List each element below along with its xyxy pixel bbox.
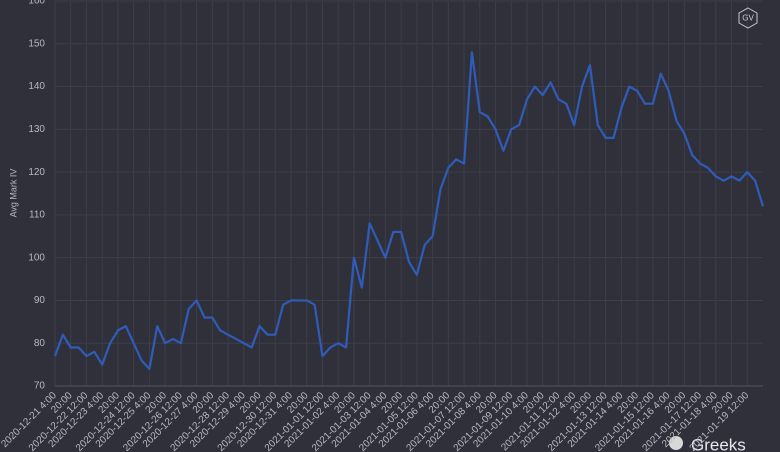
y-tick-label: 130 [28,124,45,135]
y-tick-label: 100 [28,252,45,263]
y-tick-label: 120 [28,167,45,178]
watermark: Greeks [691,435,746,452]
y-tick-label: 70 [34,381,46,392]
line-series [53,51,765,370]
y-tick-label: 140 [28,81,45,92]
y-tick-label: 150 [28,38,45,49]
y-tick-label: 90 [34,295,46,306]
y-tick-label: 160 [28,0,45,7]
y-tick-label: 80 [34,338,46,349]
watermark-icon [669,436,683,450]
y-tick-label: 110 [29,210,45,221]
y-axis-label: Avg Mark IV [8,169,18,218]
logo-frame [738,7,758,29]
logo: GV [742,14,754,23]
